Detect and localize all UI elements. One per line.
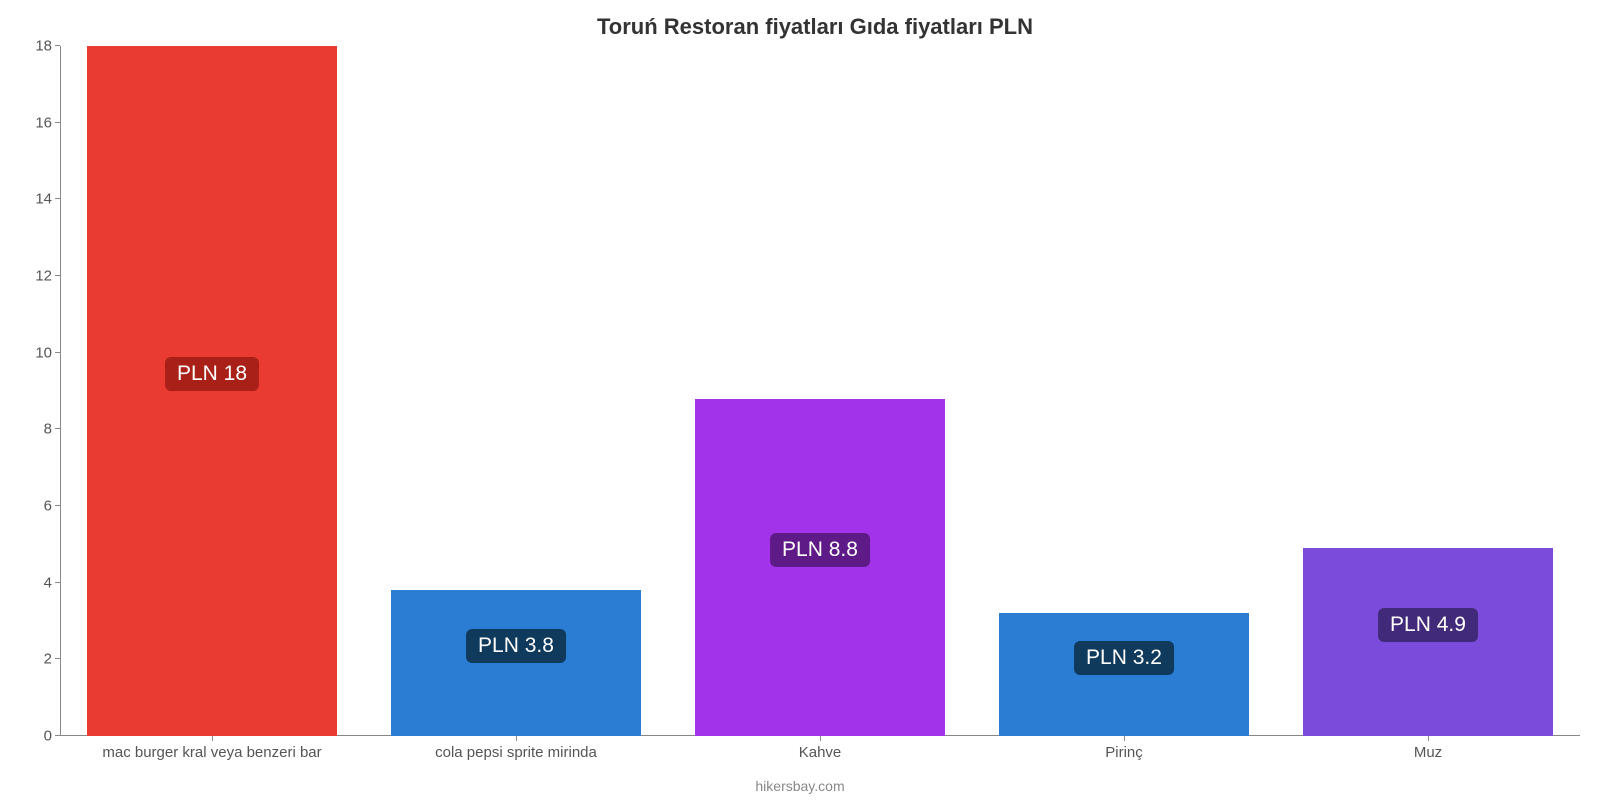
y-tick-label: 12 <box>35 268 60 285</box>
bar: PLN 4.9 <box>1303 548 1552 736</box>
bar-value-badge: PLN 3.8 <box>466 629 566 663</box>
y-tick-mark <box>55 45 60 46</box>
bar-value-badge: PLN 18 <box>165 357 259 391</box>
y-tick-label: 0 <box>44 728 60 745</box>
y-tick-mark <box>55 658 60 659</box>
y-tick-mark <box>55 198 60 199</box>
plot-area: 024681012141618PLN 18mac burger kral vey… <box>60 46 1580 736</box>
bar-value-badge: PLN 4.9 <box>1378 608 1478 642</box>
y-tick-label: 4 <box>44 574 60 591</box>
x-tick-label: Muz <box>1414 736 1442 761</box>
y-tick-mark <box>55 735 60 736</box>
y-tick-mark <box>55 352 60 353</box>
y-tick-mark <box>55 505 60 506</box>
y-tick-label: 14 <box>35 191 60 208</box>
y-tick-label: 6 <box>44 498 60 515</box>
bar-value-badge: PLN 8.8 <box>770 533 870 567</box>
y-tick-label: 10 <box>35 344 60 361</box>
y-tick-mark <box>55 428 60 429</box>
y-tick-label: 8 <box>44 421 60 438</box>
y-axis-line <box>60 46 61 736</box>
bar: PLN 3.2 <box>999 613 1248 736</box>
x-tick-label: Pirinç <box>1105 736 1143 761</box>
y-tick-mark <box>55 275 60 276</box>
y-tick-label: 18 <box>35 38 60 55</box>
x-tick-label: mac burger kral veya benzeri bar <box>102 736 321 761</box>
chart-title: Toruń Restoran fiyatları Gıda fiyatları … <box>50 14 1580 40</box>
y-tick-label: 16 <box>35 114 60 131</box>
bar: PLN 18 <box>87 46 336 736</box>
y-tick-mark <box>55 122 60 123</box>
bar: PLN 8.8 <box>695 399 944 736</box>
chart-container: Toruń Restoran fiyatları Gıda fiyatları … <box>0 0 1600 800</box>
x-tick-label: Kahve <box>799 736 842 761</box>
y-tick-label: 2 <box>44 651 60 668</box>
bar-value-badge: PLN 3.2 <box>1074 641 1174 675</box>
bar: PLN 3.8 <box>391 590 640 736</box>
x-tick-label: cola pepsi sprite mirinda <box>435 736 597 761</box>
y-tick-mark <box>55 582 60 583</box>
footer-credit: hikersbay.com <box>0 778 1600 794</box>
